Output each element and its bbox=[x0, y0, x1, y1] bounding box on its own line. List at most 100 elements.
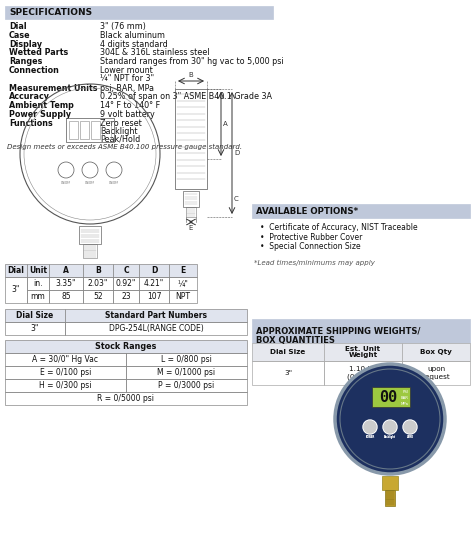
Bar bbox=[49, 277, 83, 290]
Bar bbox=[186, 207, 196, 217]
Bar bbox=[80, 121, 89, 139]
Text: •  Certificate of Accuracy, NIST Traceable: • Certificate of Accuracy, NIST Traceabl… bbox=[260, 223, 418, 232]
Text: 0.92": 0.92" bbox=[116, 279, 136, 288]
Text: Backlight: Backlight bbox=[384, 435, 396, 439]
Text: E: E bbox=[181, 266, 186, 275]
Text: BOX QUANTITIES: BOX QUANTITIES bbox=[256, 336, 335, 345]
Text: POWER: POWER bbox=[365, 435, 374, 439]
Text: A: A bbox=[63, 266, 69, 275]
Bar bbox=[169, 264, 197, 277]
Text: 52: 52 bbox=[93, 292, 103, 301]
Text: Design meets or exceeds ASME B40.100 pressure gauge standard.: Design meets or exceeds ASME B40.100 pre… bbox=[7, 144, 242, 150]
Text: Case: Case bbox=[9, 31, 31, 40]
Text: H = 0/300 psi: H = 0/300 psi bbox=[39, 381, 92, 390]
Text: E = 0/100 psi: E = 0/100 psi bbox=[40, 368, 91, 377]
Text: BAR: BAR bbox=[401, 396, 409, 400]
Text: Accuracy: Accuracy bbox=[9, 92, 50, 101]
Bar bbox=[102, 121, 111, 139]
Text: POWER: POWER bbox=[365, 435, 374, 439]
Text: *Lead times/minimums may apply: *Lead times/minimums may apply bbox=[254, 260, 375, 265]
Text: POWER: POWER bbox=[365, 435, 374, 439]
Bar bbox=[183, 191, 199, 207]
Text: A = 30/0" Hg Vac: A = 30/0" Hg Vac bbox=[33, 355, 99, 364]
Bar bbox=[5, 322, 65, 335]
Bar bbox=[252, 343, 324, 361]
Bar bbox=[385, 490, 395, 506]
Bar bbox=[83, 277, 113, 290]
Text: Functions: Functions bbox=[9, 119, 53, 128]
Bar bbox=[65, 309, 247, 322]
Bar bbox=[324, 343, 402, 361]
Bar bbox=[27, 264, 49, 277]
Bar bbox=[252, 361, 324, 385]
Text: C: C bbox=[123, 266, 129, 275]
Text: Wetted Parts: Wetted Parts bbox=[9, 49, 68, 57]
Text: Stock Ranges: Stock Ranges bbox=[95, 342, 157, 351]
Bar bbox=[5, 366, 126, 379]
Text: ON/OFF: ON/OFF bbox=[109, 181, 119, 185]
Text: Measurement Units: Measurement Units bbox=[9, 84, 98, 92]
Text: 3.35": 3.35" bbox=[56, 279, 76, 288]
Bar bbox=[113, 264, 139, 277]
Circle shape bbox=[403, 420, 417, 434]
Text: Weight: Weight bbox=[348, 352, 378, 358]
Circle shape bbox=[364, 421, 376, 433]
Bar bbox=[5, 340, 247, 353]
Text: Peak/Hold: Peak/Hold bbox=[100, 135, 140, 144]
Text: 00: 00 bbox=[379, 389, 397, 404]
Text: 85: 85 bbox=[61, 292, 71, 301]
Text: 0.25% of span on 3" ASME B40.1 Grade 3A: 0.25% of span on 3" ASME B40.1 Grade 3A bbox=[100, 92, 272, 101]
Text: Dial Size: Dial Size bbox=[17, 311, 54, 320]
Text: ZERO: ZERO bbox=[407, 435, 413, 439]
Text: request: request bbox=[422, 374, 450, 380]
Text: PSI: PSI bbox=[403, 390, 409, 394]
Text: Zero reset: Zero reset bbox=[100, 119, 142, 128]
Bar bbox=[382, 476, 398, 490]
Bar bbox=[5, 277, 27, 303]
Text: Black aluminum: Black aluminum bbox=[100, 31, 165, 40]
Text: ZERO: ZERO bbox=[407, 435, 413, 439]
Text: Dial: Dial bbox=[8, 266, 25, 275]
Circle shape bbox=[335, 364, 445, 474]
Text: 9 volt battery: 9 volt battery bbox=[100, 110, 155, 119]
Circle shape bbox=[384, 421, 396, 433]
Text: 3" (76 mm): 3" (76 mm) bbox=[100, 22, 146, 31]
Text: E: E bbox=[189, 225, 193, 231]
Text: 14° F to 140° F: 14° F to 140° F bbox=[100, 101, 160, 110]
Text: Est. Unit: Est. Unit bbox=[346, 346, 381, 352]
Text: psi, BAR, MPa: psi, BAR, MPa bbox=[100, 84, 154, 92]
Text: in.: in. bbox=[33, 279, 43, 288]
Text: ON/OFF: ON/OFF bbox=[85, 181, 95, 185]
Text: ¼" NPT for 3": ¼" NPT for 3" bbox=[100, 74, 154, 83]
Bar bbox=[139, 290, 169, 303]
Text: Box Qty: Box Qty bbox=[420, 349, 452, 355]
Text: upon: upon bbox=[427, 366, 445, 372]
Circle shape bbox=[404, 421, 416, 433]
Bar bbox=[169, 290, 197, 303]
Text: 1.10 lbs: 1.10 lbs bbox=[348, 366, 377, 372]
Text: Unit: Unit bbox=[29, 266, 47, 275]
Circle shape bbox=[363, 420, 377, 434]
Bar bbox=[126, 379, 247, 392]
Text: 3": 3" bbox=[284, 370, 292, 376]
Bar bbox=[252, 319, 470, 343]
Text: 3": 3" bbox=[12, 286, 20, 294]
Text: 107: 107 bbox=[147, 292, 161, 301]
Bar bbox=[139, 264, 169, 277]
Text: B: B bbox=[95, 266, 101, 275]
Text: ZERO: ZERO bbox=[407, 435, 413, 439]
Text: Dial Size: Dial Size bbox=[270, 349, 306, 355]
Bar bbox=[5, 6, 273, 19]
Text: Backlight: Backlight bbox=[384, 435, 396, 439]
Text: L = 0/800 psi: L = 0/800 psi bbox=[161, 355, 212, 364]
Bar bbox=[49, 290, 83, 303]
Bar bbox=[49, 264, 83, 277]
Bar bbox=[91, 121, 100, 139]
Text: MPa: MPa bbox=[401, 402, 409, 406]
Text: •  Protective Rubber Cover: • Protective Rubber Cover bbox=[260, 232, 363, 241]
Bar bbox=[402, 343, 470, 361]
Text: Ranges: Ranges bbox=[9, 57, 42, 66]
Bar bbox=[27, 290, 49, 303]
Text: SPECIFICATIONS: SPECIFICATIONS bbox=[9, 8, 92, 17]
Text: ¼": ¼" bbox=[178, 279, 189, 288]
